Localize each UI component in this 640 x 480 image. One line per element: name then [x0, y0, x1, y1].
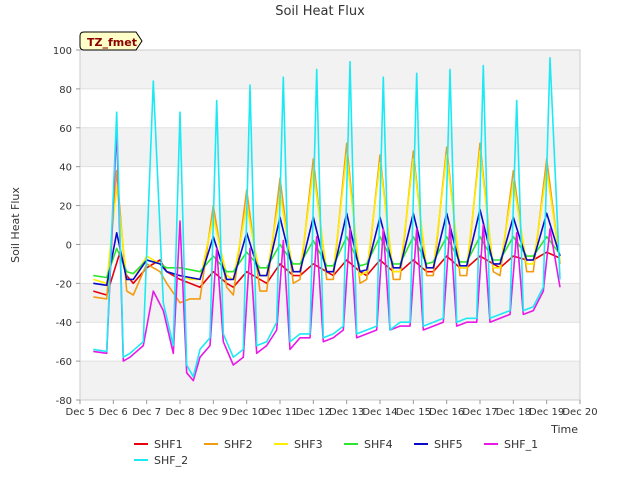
x-tick-label: Dec 7 [132, 407, 161, 418]
annotation-box [79, 31, 143, 51]
x-tick-label: Dec 18 [496, 407, 531, 418]
y-tick-label: 40 [59, 163, 72, 174]
plot-band [80, 361, 580, 400]
y-tick-label: -20 [56, 279, 72, 290]
x-tick-label: Dec 11 [262, 407, 297, 418]
x-tick-label: Dec 13 [329, 407, 364, 418]
x-tick-label: Dec 14 [362, 407, 397, 418]
legend-item-shf2: SHF2 [204, 438, 253, 451]
plot-band [80, 205, 580, 245]
y-tick-label: 60 [59, 124, 72, 135]
plot-band [80, 50, 580, 89]
x-tick-label: Dec 16 [429, 407, 464, 418]
legend-label: SHF_2 [154, 454, 188, 467]
legend-item-shf1: SHF1 [134, 438, 183, 451]
x-tick-label: Dec 19 [529, 407, 564, 418]
series-layer [93, 56, 561, 382]
y-tick-label: 0 [66, 240, 72, 251]
x-tick-label: Dec 6 [99, 407, 128, 418]
y-tick-label: 80 [59, 85, 72, 96]
y-tick-label: -60 [56, 357, 72, 368]
legend-label: SHF_1 [504, 438, 538, 451]
x-tick-label: Dec 10 [229, 407, 264, 418]
legend-label: SHF5 [434, 438, 463, 451]
plot-bands [80, 50, 580, 400]
chart-title: Soil Heat Flux [275, 4, 365, 19]
legend-item-shf5: SHF5 [414, 438, 463, 451]
y-tick-label: -80 [56, 396, 72, 407]
y-tick-label: 100 [53, 46, 72, 57]
x-tick-label: Dec 12 [296, 407, 331, 418]
x-tick-label: Dec 8 [166, 407, 195, 418]
legend-item-shf3: SHF3 [274, 438, 323, 451]
x-axis-label: Time [550, 423, 578, 436]
y-axis-label: Soil Heat Flux [9, 187, 22, 263]
legend-label: SHF4 [364, 438, 393, 451]
plot-band [80, 127, 580, 167]
legend-item-shf_1: SHF_1 [484, 438, 538, 451]
y-tick-label: -40 [56, 318, 72, 329]
annotation-badge: TZ_fmet [79, 31, 143, 51]
series-line-shf4 [93, 235, 561, 279]
legend-label: SHF2 [224, 438, 253, 451]
y-axis-ticks: -80 -60 -40 -20 0 20 40 60 80 100 [53, 46, 80, 407]
x-tick-label: Dec 5 [66, 407, 95, 418]
legend: SHF1 SHF2 SHF3 SHF4 SHF5 SHF_1 SHF_2 [134, 438, 538, 467]
x-tick-label: Dec 9 [199, 407, 228, 418]
series-line-shf_1 [93, 127, 561, 382]
x-tick-label: Dec 17 [462, 407, 497, 418]
series-line-shf2 [93, 142, 561, 304]
legend-label: SHF1 [154, 438, 183, 451]
annotation-label: TZ_fmet [87, 36, 137, 49]
legend-item-shf4: SHF4 [344, 438, 393, 451]
plot-frame [79, 49, 581, 401]
y-tick-label: 20 [59, 202, 72, 213]
x-tick-label: Dec 20 [562, 407, 597, 418]
x-tick-label: Dec 15 [396, 407, 431, 418]
legend-item-shf_2: SHF_2 [134, 454, 188, 467]
legend-label: SHF3 [294, 438, 323, 451]
series-line-shf_2 [93, 56, 561, 378]
